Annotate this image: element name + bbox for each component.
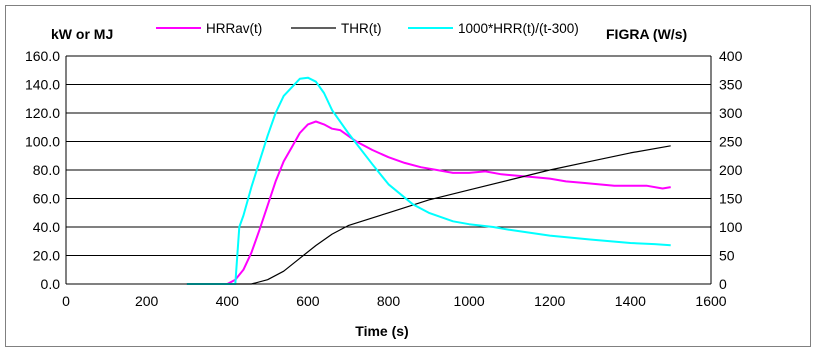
x-tick-label: 1200: [534, 293, 565, 309]
grid-lines: [66, 55, 711, 285]
series-line-1: [235, 145, 671, 285]
y-right-tick-label: 350: [719, 77, 743, 93]
x-tick-label: 0: [62, 293, 70, 309]
x-tick-label: 400: [216, 293, 240, 309]
y-left-tick-label: 80.0: [33, 162, 60, 178]
x-tick-label: 600: [296, 293, 320, 309]
legend-label: THR(t): [341, 21, 382, 36]
y-left-tick-label: 140.0: [25, 77, 60, 93]
x-tick-label: 800: [377, 293, 401, 309]
y-right-axis-title: FIGRA (W/s): [606, 26, 687, 42]
x-tick-label: 1000: [454, 293, 485, 309]
x-tick-label: 1600: [695, 293, 726, 309]
x-tick-label: 200: [135, 293, 159, 309]
legend-label: HRRav(t): [206, 21, 262, 36]
y-right-tick-label: 150: [719, 191, 743, 207]
axes: [65, 56, 712, 285]
y-left-tick-label: 120.0: [25, 105, 60, 121]
y-left-tick-label: 20.0: [33, 248, 60, 264]
y-left-tick-label: 40.0: [33, 219, 60, 235]
x-axis-title: Time (s): [355, 323, 408, 339]
series-line-0: [186, 120, 671, 285]
y-right-tick-label: 50: [719, 248, 735, 264]
y-left-axis-title: kW or MJ: [51, 26, 113, 42]
y-left-tick-label: 0.0: [41, 276, 61, 292]
y-right-tick-label: 400: [719, 48, 743, 64]
x-tick-label: 1400: [615, 293, 646, 309]
y-right-tick-label: 200: [719, 162, 743, 178]
chart-frame: 0.0 0 20.0 50 40.0 100 60.0 150 80.0 200 100.0 250 1…: [5, 5, 811, 347]
series-line-2: [186, 76, 671, 285]
y-left-tick-label: 60.0: [33, 191, 60, 207]
legend: HRRav(t) THR(t) 1000*HRR(t)/(t-300): [156, 21, 579, 36]
y-left-tick-label: 160.0: [25, 48, 60, 64]
y-right-tick-label: 300: [719, 105, 743, 121]
y-left-tick-label: 100.0: [25, 134, 60, 150]
y-right-tick-label: 0: [719, 276, 727, 292]
legend-label: 1000*HRR(t)/(t-300): [458, 21, 579, 36]
y-right-tick-label: 250: [719, 134, 743, 150]
series-lines: [186, 76, 671, 285]
y-right-tick-label: 100: [719, 219, 743, 235]
